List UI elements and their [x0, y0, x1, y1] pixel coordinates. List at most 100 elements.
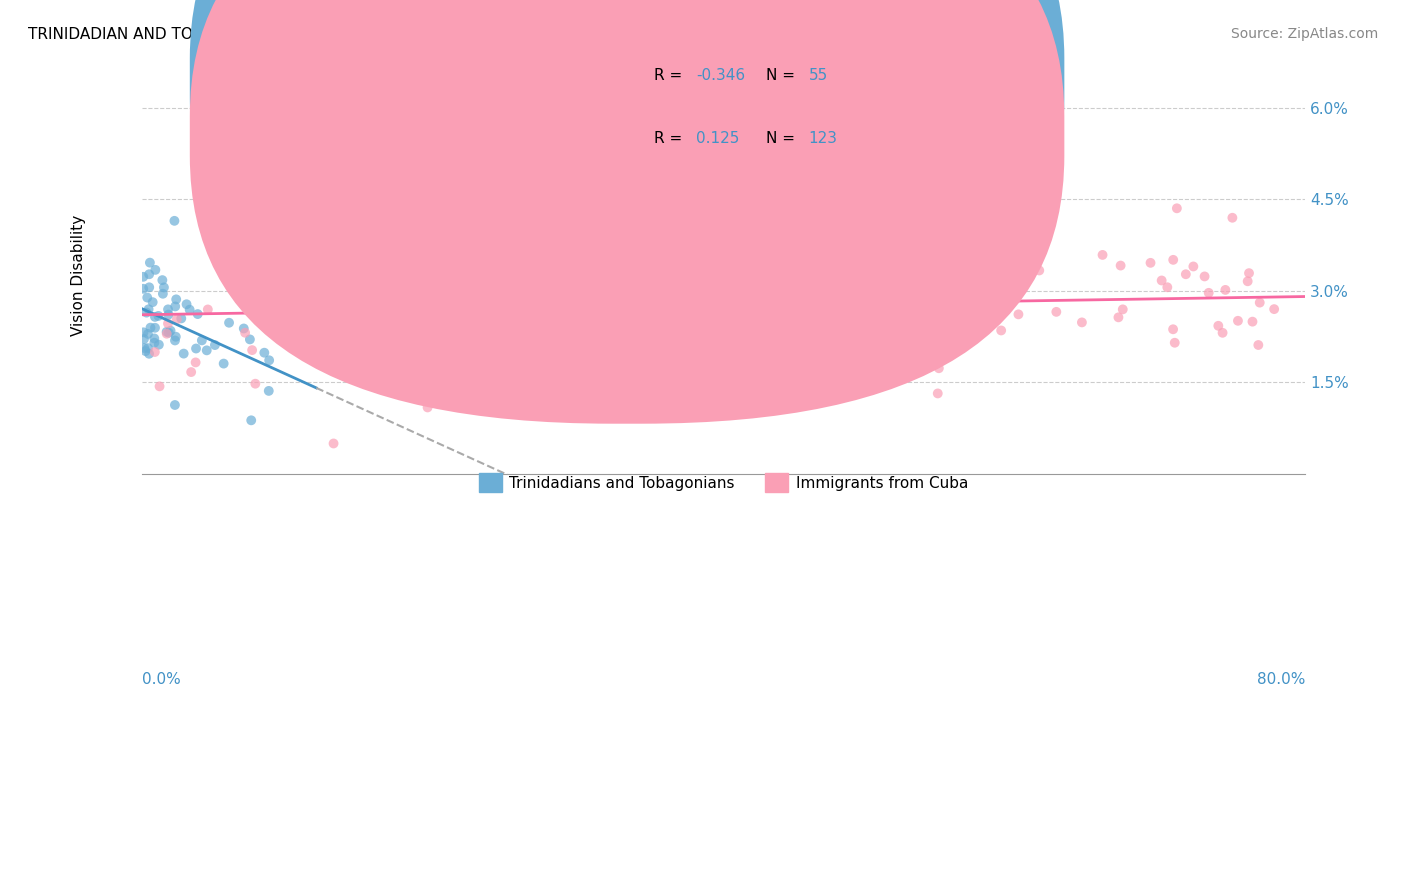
Point	[166, 312, 188, 326]
Text: 0.125: 0.125	[696, 131, 740, 145]
Point	[1208, 318, 1230, 333]
Point	[240, 343, 263, 358]
Text: Source: ZipAtlas.com: Source: ZipAtlas.com	[1230, 27, 1378, 41]
Point	[394, 318, 416, 332]
Point	[138, 302, 160, 317]
Point	[772, 333, 794, 347]
Point	[889, 296, 911, 310]
Point	[180, 365, 202, 379]
Point	[204, 338, 226, 352]
Point	[163, 398, 186, 412]
Point	[870, 342, 893, 356]
Point	[191, 334, 214, 348]
Point	[875, 267, 897, 281]
Point	[1161, 252, 1184, 267]
Point	[409, 297, 432, 311]
Point	[1028, 263, 1050, 277]
Point	[1249, 295, 1271, 310]
Point	[1045, 305, 1067, 319]
Point	[233, 326, 256, 340]
Point	[858, 284, 880, 298]
Point	[340, 293, 363, 307]
Point	[1241, 315, 1264, 329]
Point	[184, 355, 207, 369]
Point	[730, 344, 752, 359]
Point	[481, 269, 503, 284]
Point	[696, 280, 718, 294]
Point	[253, 345, 276, 359]
Point	[711, 285, 734, 300]
Point	[165, 300, 187, 314]
Point	[322, 315, 344, 329]
Point	[891, 315, 914, 329]
Point	[537, 334, 560, 348]
Point	[165, 329, 187, 343]
Text: R =: R =	[654, 131, 688, 145]
Point	[1164, 335, 1187, 350]
Point	[966, 244, 988, 259]
Point	[245, 376, 267, 391]
Point	[153, 280, 176, 294]
Point	[561, 286, 583, 301]
Text: 0.0%: 0.0%	[142, 673, 180, 687]
Point	[396, 345, 419, 359]
Point	[911, 332, 934, 346]
Point	[157, 326, 180, 340]
Point	[524, 378, 547, 392]
Point	[148, 379, 170, 393]
Point	[245, 255, 267, 269]
Point	[176, 297, 198, 311]
Point	[322, 436, 344, 450]
Text: ZIPatlas: ZIPatlas	[558, 241, 889, 310]
Point	[950, 341, 973, 355]
Point	[152, 286, 174, 301]
Point	[1198, 285, 1220, 300]
Point	[132, 282, 155, 296]
Point	[143, 335, 166, 350]
Point	[860, 273, 883, 287]
Point	[409, 338, 432, 352]
Point	[1007, 307, 1029, 321]
Point	[742, 231, 765, 245]
Point	[391, 303, 413, 318]
Point	[132, 269, 155, 284]
Point	[858, 328, 880, 343]
Point	[157, 308, 180, 322]
Point	[1212, 326, 1234, 340]
Point	[232, 321, 254, 335]
Point	[1215, 283, 1237, 297]
Point	[304, 280, 326, 294]
Point	[928, 361, 950, 376]
Point	[706, 261, 728, 276]
Point	[474, 325, 496, 339]
Point	[578, 265, 600, 279]
Point	[969, 295, 991, 310]
Point	[1182, 260, 1205, 274]
Point	[143, 331, 166, 345]
Point	[830, 314, 852, 328]
Point	[187, 307, 209, 321]
Point	[136, 291, 159, 305]
Point	[1226, 314, 1249, 328]
Point	[142, 295, 165, 310]
Point	[212, 357, 235, 371]
Point	[558, 213, 581, 227]
Point	[247, 156, 270, 170]
Point	[1222, 211, 1244, 225]
Point	[786, 277, 808, 291]
Point	[150, 273, 173, 287]
Text: 80.0%: 80.0%	[1257, 673, 1305, 687]
Point	[204, 144, 226, 158]
Point	[132, 326, 155, 340]
Point	[239, 332, 262, 346]
Point	[378, 174, 401, 188]
Point	[1174, 267, 1197, 281]
Point	[1139, 256, 1161, 270]
Point	[1237, 266, 1260, 280]
Point	[136, 326, 159, 341]
Point	[1107, 310, 1129, 325]
Point	[796, 329, 818, 343]
Point	[138, 347, 160, 361]
Point	[1109, 259, 1132, 273]
Point	[1150, 273, 1173, 287]
